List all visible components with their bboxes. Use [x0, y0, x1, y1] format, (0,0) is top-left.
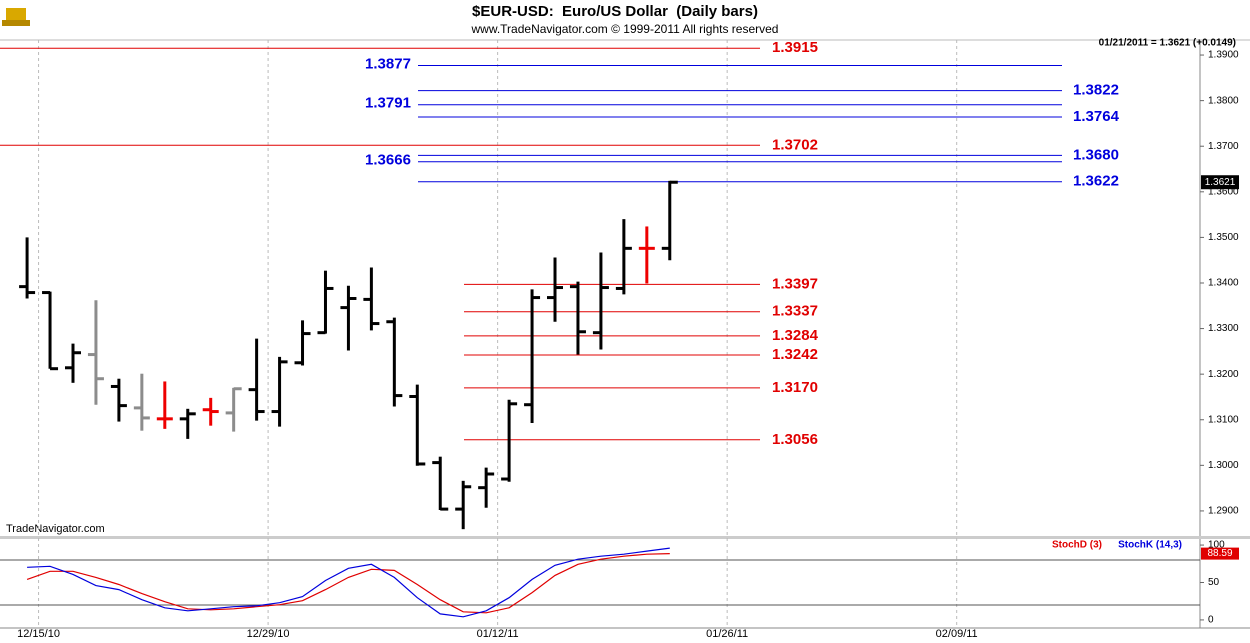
level-label: 1.3170	[772, 379, 818, 396]
y-tick-label: 1.3600	[1208, 186, 1239, 197]
level-label: 1.3242	[772, 346, 818, 363]
level-label: 1.3622	[1073, 173, 1119, 190]
logo	[2, 8, 30, 26]
stoch-line	[26, 553, 670, 614]
y-tick-label: 1.3100	[1208, 414, 1239, 425]
y-tick-label: 1.3500	[1208, 232, 1239, 243]
level-label: 1.3822	[1073, 82, 1119, 99]
x-tick-label: 02/09/11	[936, 628, 978, 640]
y-tick-label: 1.3400	[1208, 278, 1239, 289]
watermark: TradeNavigator.com	[6, 523, 105, 535]
level-label: 1.3284	[772, 327, 819, 344]
x-tick-label: 01/12/11	[477, 628, 519, 640]
chart-title: $EUR-USD: Euro/US Dollar (Daily bars)	[472, 3, 758, 20]
level-label: 1.3915	[772, 39, 818, 56]
y-tick-label: 1.3000	[1208, 460, 1239, 471]
y-tick-label: 1.2900	[1208, 506, 1239, 517]
level-label: 1.3764	[1073, 108, 1120, 125]
last-value-box	[1201, 547, 1239, 560]
y-tick-label: 1.3300	[1208, 323, 1239, 334]
legend-label: StochD (3)	[1052, 540, 1102, 551]
last-price-label: 1.3621	[1205, 177, 1236, 188]
level-label: 1.3702	[772, 136, 818, 153]
subtitle: www.TradeNavigator.com © 1999-2011 All r…	[471, 22, 779, 36]
level-label: 1.3877	[365, 55, 411, 72]
x-tick-label: 01/26/11	[706, 628, 748, 640]
y-tick-label: 1.3200	[1208, 369, 1239, 380]
level-label: 1.3397	[772, 275, 818, 292]
y-tick-label: 0	[1208, 615, 1214, 626]
last-price-box	[1201, 175, 1239, 190]
level-label: 1.3337	[772, 303, 818, 320]
x-tick-label: 12/15/10	[17, 628, 60, 640]
legend-label: StochK (14,3)	[1118, 540, 1182, 551]
price-info: 01/21/2011 = 1.3621 (+0.0149)	[1099, 38, 1236, 49]
x-tick-label: 12/29/10	[247, 628, 290, 640]
y-tick-label: 100	[1208, 540, 1225, 551]
stoch-line	[27, 547, 670, 618]
y-tick-label: 1.3700	[1208, 141, 1239, 152]
y-tick-label: 50	[1208, 577, 1220, 588]
panel-separator	[0, 536, 1250, 539]
level-label: 1.3791	[365, 95, 411, 112]
level-label: 1.3056	[772, 431, 818, 448]
level-label: 1.3666	[365, 152, 411, 169]
y-tick-label: 1.3900	[1208, 50, 1239, 61]
last-value-label: 88.59	[1207, 548, 1232, 559]
level-label: 1.3680	[1073, 146, 1119, 163]
y-tick-label: 1.3800	[1208, 95, 1239, 106]
